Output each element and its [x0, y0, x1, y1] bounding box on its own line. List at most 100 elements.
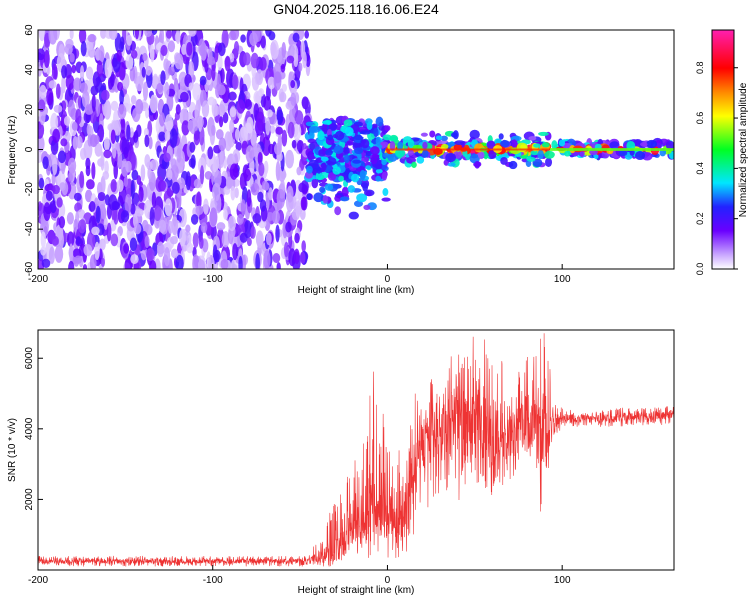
- spectrogram-x-tick-label: 100: [554, 274, 571, 285]
- spectrogram-cell: [217, 103, 226, 116]
- spectrogram-cell: [500, 140, 510, 148]
- spectrogram-cell: [169, 236, 178, 245]
- spectrogram-cell: [132, 107, 141, 123]
- spectrogram-cell: [43, 202, 51, 222]
- spectrogram-cell: [113, 160, 119, 180]
- spectrogram-cell: [618, 150, 628, 157]
- spectrogram-cell: [281, 42, 287, 59]
- spectrogram-cell: [79, 65, 85, 82]
- snr-y-axis-label: SNR (10 * v/v): [7, 418, 18, 482]
- spectrogram-cell: [165, 30, 173, 39]
- spectrogram-cell: [306, 193, 312, 200]
- spectrogram-cell: [103, 217, 108, 230]
- spectrogram-cell: [116, 179, 124, 192]
- spectrogram-cell: [411, 161, 417, 168]
- spectrogram-cell: [68, 260, 75, 269]
- spectrogram-cell: [288, 71, 295, 82]
- spectrogram-cell: [533, 143, 541, 148]
- spectrogram-cell: [207, 146, 214, 160]
- spectrogram-cell: [232, 243, 238, 261]
- spectrogram-cell: [279, 91, 287, 103]
- spectrogram-cell: [46, 88, 54, 106]
- spectrogram-cell: [301, 240, 306, 253]
- spectrogram-cell: [192, 254, 200, 269]
- spectrogram-cell: [236, 99, 245, 114]
- spectrogram-cell: [263, 95, 272, 111]
- spectrogram-cell: [189, 141, 196, 153]
- spectrogram-cell: [246, 237, 252, 247]
- spectrogram-cell: [218, 42, 226, 57]
- spectrogram-cell: [112, 201, 121, 210]
- spectrogram-cell: [334, 194, 342, 202]
- spectrogram-cell: [250, 52, 259, 69]
- spectrogram-cell: [130, 179, 135, 200]
- spectrogram-cell: [397, 141, 404, 151]
- spectrogram-cell: [352, 135, 364, 141]
- spectrogram-cell: [262, 181, 270, 191]
- spectrogram-cell: [313, 192, 324, 203]
- spectrogram-cell: [255, 230, 264, 249]
- spectrogram-cell: [288, 44, 295, 60]
- spectrogram-cell: [186, 242, 194, 254]
- spectrogram-cell: [197, 259, 206, 269]
- spectrogram-cell: [283, 241, 289, 258]
- spectrogram-cell: [224, 55, 231, 72]
- spectrogram-cell: [244, 99, 252, 110]
- spectrogram-cell: [365, 165, 372, 170]
- spectrogram-cell: [365, 190, 372, 197]
- spectrogram-cell: [343, 119, 353, 127]
- spectrogram-cell: [190, 214, 199, 225]
- spectrogram-cell: [344, 126, 354, 137]
- spectrogram-cell: [373, 127, 379, 138]
- spectrogram-cell: [86, 179, 95, 190]
- spectrogram-cell: [87, 34, 97, 43]
- spectrogram-cell: [170, 158, 177, 171]
- spectrogram-cell: [151, 191, 157, 209]
- spectrogram-cell: [300, 251, 306, 264]
- spectrogram-cell: [319, 186, 326, 193]
- spectrogram-cell: [78, 30, 87, 44]
- spectrogram-cell: [640, 142, 648, 147]
- spectrogram-cell: [268, 143, 275, 155]
- spectrogram-cell: [86, 41, 94, 52]
- spectrogram-cell: [91, 94, 96, 112]
- spectrogram-cell: [369, 146, 380, 156]
- spectrogram-cell: [551, 140, 558, 150]
- spectrogram-cell: [315, 171, 323, 180]
- spectrogram-cell: [144, 30, 153, 38]
- spectrogram-cell: [276, 189, 286, 209]
- spectrogram-cell: [100, 151, 105, 171]
- spectrogram-cell: [387, 152, 398, 162]
- spectrogram-cell: [106, 222, 112, 242]
- spectrogram-cell: [273, 143, 282, 156]
- spectrogram-cell: [646, 139, 658, 149]
- spectrogram-cell: [79, 171, 85, 189]
- spectrogram-cell: [40, 246, 47, 256]
- spectrogram-cell: [75, 108, 82, 125]
- spectrogram-cell: [73, 77, 82, 91]
- spectrogram-cell: [38, 177, 45, 190]
- spectrogram-cell: [232, 74, 239, 90]
- spectrogram-cell: [144, 235, 150, 248]
- spectrogram-cell: [266, 109, 273, 118]
- spectrogram-cell: [117, 104, 127, 120]
- spectrogram-cell: [207, 96, 216, 106]
- spectrogram-cell: [255, 252, 261, 269]
- spectrogram-cell: [375, 136, 381, 146]
- spectrogram-cell: [51, 63, 58, 80]
- spectrogram-cell: [271, 210, 280, 224]
- snr-panel: -200 -100 0 100 2000 4000 6000 Height of stra…: [7, 329, 675, 596]
- spectrogram-cell: [59, 182, 66, 192]
- spectrogram-cell: [86, 123, 91, 136]
- spectrogram-cell: [351, 173, 360, 183]
- colorbar: 0.0 0.2 0.4 0.6 0.8 Normalized spectral ampl…: [695, 29, 749, 275]
- spectrogram-cell: [149, 207, 155, 226]
- spectrogram-cell: [171, 216, 179, 236]
- spectrogram-cell: [263, 160, 269, 175]
- spectrogram-cell: [51, 235, 59, 246]
- spectrogram-cell: [193, 178, 202, 189]
- snr-x-tick-label: 0: [385, 575, 391, 586]
- spectrogram-cell: [178, 208, 187, 228]
- spectrogram-cell: [134, 30, 140, 40]
- spectrogram-cell: [116, 49, 122, 62]
